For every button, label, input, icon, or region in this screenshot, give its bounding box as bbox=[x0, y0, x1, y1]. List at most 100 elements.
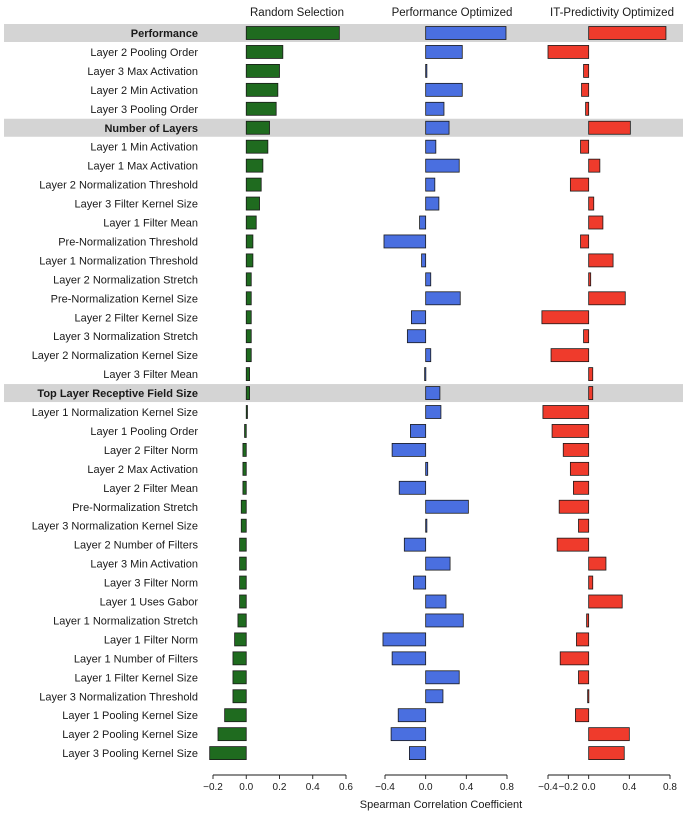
bar-performance-optimized-layer-2-normalization-kernel-size bbox=[425, 348, 432, 363]
bar-it-predictivity-optimized-layer-2-normalization-stretch bbox=[588, 272, 592, 287]
bar-performance-optimized-layer-3-filter-norm bbox=[413, 575, 427, 590]
bar-performance-optimized-layer-3-max-activation bbox=[425, 64, 428, 78]
bar-it-predictivity-optimized-layer-3-pooling-order bbox=[585, 101, 590, 116]
bar-it-predictivity-optimized-layer-1-number-of-filters bbox=[559, 651, 590, 666]
bar-performance-optimized-layer-1-normalization-kernel-size bbox=[425, 405, 442, 419]
bar-it-predictivity-optimized-layer-1-max-activation bbox=[588, 158, 601, 173]
bar-performance-optimized-top-layer-receptive-field-size bbox=[425, 386, 441, 400]
bar-performance-optimized-layer-1-normalization-stretch bbox=[425, 613, 464, 628]
bar-it-predictivity-optimized-layer-3-filter-mean bbox=[588, 367, 594, 382]
bar-performance-optimized-number-of-layers bbox=[425, 120, 450, 135]
x-tick-label-it-predictivity-optimized-2: 0.0 bbox=[582, 782, 596, 793]
row-label-layer-2-max-activation: Layer 2 Max Activation bbox=[87, 464, 198, 476]
bar-it-predictivity-optimized-layer-1-pooling-kernel-size bbox=[575, 708, 590, 723]
row-label-layer-2-normalization-stretch: Layer 2 Normalization Stretch bbox=[53, 274, 198, 286]
bar-performance-optimized-layer-3-min-activation bbox=[425, 556, 451, 571]
bar-performance-optimized-layer-1-pooling-kernel-size bbox=[397, 708, 427, 723]
bar-it-predictivity-optimized-layer-3-normalization-kernel-size bbox=[578, 518, 590, 533]
bar-random-selection-layer-3-filter-kernel-size bbox=[245, 196, 260, 211]
row-label-layer-3-pooling-order: Layer 3 Pooling Order bbox=[90, 104, 198, 116]
bar-random-selection-layer-2-max-activation bbox=[242, 461, 247, 476]
panel-title-random-selection: Random Selection bbox=[250, 7, 344, 19]
bar-it-predictivity-optimized-pre-normalization-threshold bbox=[580, 234, 590, 249]
row-label-layer-1-number-of-filters: Layer 1 Number of Filters bbox=[74, 653, 199, 665]
bar-performance-optimized-layer-3-normalization-threshold bbox=[425, 689, 444, 704]
row-label-layer-2-normalization-kernel-size: Layer 2 Normalization Kernel Size bbox=[32, 350, 198, 362]
bar-random-selection-layer-3-min-activation bbox=[239, 556, 247, 571]
bar-performance-optimized-layer-2-normalization-threshold bbox=[425, 177, 436, 192]
bar-random-selection-layer-1-pooling-order bbox=[244, 424, 247, 438]
bar-performance-optimized-layer-2-min-activation bbox=[425, 82, 463, 97]
x-tick-label-random-selection-0: −0.2 bbox=[203, 782, 223, 793]
bar-performance-optimized-layer-3-pooling-order bbox=[425, 101, 445, 116]
bar-performance-optimized-performance bbox=[425, 26, 507, 40]
bar-it-predictivity-optimized-layer-3-normalization-stretch bbox=[583, 329, 590, 344]
bar-it-predictivity-optimized-layer-2-filter-norm bbox=[562, 442, 590, 457]
bar-it-predictivity-optimized-performance bbox=[588, 26, 667, 40]
row-label-layer-3-max-activation: Layer 3 Max Activation bbox=[87, 66, 198, 78]
bar-random-selection-layer-3-normalization-threshold bbox=[232, 689, 247, 704]
bar-performance-optimized-pre-normalization-kernel-size bbox=[425, 291, 461, 306]
row-label-layer-1-pooling-order: Layer 1 Pooling Order bbox=[90, 426, 198, 438]
row-label-layer-1-uses-gabor: Layer 1 Uses Gabor bbox=[100, 597, 199, 609]
bar-random-selection-layer-2-normalization-kernel-size bbox=[245, 348, 252, 363]
row-label-layer-3-filter-mean: Layer 3 Filter Mean bbox=[103, 369, 198, 381]
bar-performance-optimized-layer-1-filter-norm bbox=[382, 632, 427, 647]
bar-random-selection-layer-1-min-activation bbox=[245, 139, 269, 154]
bar-random-selection-layer-2-normalization-stretch bbox=[245, 272, 252, 287]
bar-random-selection-number-of-layers bbox=[245, 120, 270, 135]
bar-it-predictivity-optimized-layer-1-filter-mean bbox=[588, 215, 604, 230]
bar-performance-optimized-layer-2-filter-mean bbox=[398, 480, 427, 495]
bar-random-selection-layer-3-max-activation bbox=[245, 64, 280, 78]
bar-it-predictivity-optimized-layer-1-normalization-kernel-size bbox=[542, 405, 590, 419]
bar-it-predictivity-optimized-layer-3-min-activation bbox=[588, 556, 607, 571]
bar-it-predictivity-optimized-layer-2-pooling-order bbox=[547, 45, 590, 59]
bar-it-predictivity-optimized-layer-1-filter-kernel-size bbox=[578, 670, 590, 685]
panel-title-it-predictivity-optimized: IT-Predictivity Optimized bbox=[550, 7, 674, 19]
x-tick-label-random-selection-4: 0.6 bbox=[339, 782, 353, 793]
bar-random-selection-top-layer-receptive-field-size bbox=[245, 386, 250, 400]
bar-random-selection-layer-2-number-of-filters bbox=[239, 537, 247, 552]
bar-random-selection-pre-normalization-threshold bbox=[245, 234, 254, 249]
bar-performance-optimized-layer-2-pooling-kernel-size bbox=[390, 727, 427, 742]
bar-performance-optimized-layer-2-number-of-filters bbox=[403, 537, 427, 552]
bar-it-predictivity-optimized-layer-3-filter-norm bbox=[588, 575, 594, 590]
row-label-layer-3-min-activation: Layer 3 Min Activation bbox=[90, 559, 198, 571]
row-label-layer-2-pooling-order: Layer 2 Pooling Order bbox=[90, 47, 198, 59]
bar-it-predictivity-optimized-layer-2-normalization-threshold bbox=[569, 177, 590, 192]
bar-random-selection-layer-3-normalization-kernel-size bbox=[240, 518, 247, 533]
x-tick-label-performance-optimized-3: 0.8 bbox=[500, 782, 514, 793]
row-label-layer-3-normalization-stretch: Layer 3 Normalization Stretch bbox=[53, 331, 198, 343]
bar-performance-optimized-layer-1-pooling-order bbox=[410, 424, 427, 438]
row-label-layer-1-normalization-threshold: Layer 1 Normalization Threshold bbox=[39, 255, 198, 267]
bar-random-selection-layer-1-normalization-stretch bbox=[237, 613, 247, 628]
row-label-pre-normalization-threshold: Pre-Normalization Threshold bbox=[58, 236, 198, 248]
bar-performance-optimized-layer-2-max-activation bbox=[425, 461, 429, 476]
bar-it-predictivity-optimized-layer-1-pooling-order bbox=[551, 424, 590, 438]
row-label-layer-1-normalization-kernel-size: Layer 1 Normalization Kernel Size bbox=[32, 407, 198, 419]
bar-performance-optimized-pre-normalization-threshold bbox=[383, 234, 427, 249]
row-label-layer-3-normalization-kernel-size: Layer 3 Normalization Kernel Size bbox=[32, 521, 198, 533]
bar-performance-optimized-layer-1-filter-mean bbox=[419, 215, 427, 230]
bar-random-selection-pre-normalization-kernel-size bbox=[245, 291, 252, 306]
bar-random-selection-layer-1-filter-kernel-size bbox=[232, 670, 247, 685]
bar-it-predictivity-optimized-layer-3-pooling-kernel-size bbox=[588, 746, 625, 760]
bar-performance-optimized-layer-2-filter-kernel-size bbox=[411, 310, 427, 325]
bar-random-selection-pre-normalization-stretch bbox=[240, 499, 247, 514]
bar-it-predictivity-optimized-layer-2-filter-kernel-size bbox=[541, 310, 590, 325]
bar-random-selection-layer-1-filter-mean bbox=[245, 215, 257, 230]
bar-it-predictivity-optimized-layer-2-normalization-kernel-size bbox=[550, 348, 590, 363]
bar-it-predictivity-optimized-number-of-layers bbox=[588, 120, 631, 135]
bar-random-selection-layer-2-normalization-threshold bbox=[245, 177, 262, 192]
panel-random-selection: Random Selection −0.2 0.0 0.2 0.4 0.6 bbox=[203, 7, 353, 793]
row-label-pre-normalization-stretch: Pre-Normalization Stretch bbox=[72, 502, 198, 514]
bar-it-predictivity-optimized-layer-2-min-activation bbox=[581, 82, 590, 97]
bar-performance-optimized-layer-2-filter-norm bbox=[391, 442, 427, 457]
row-label-layer-1-filter-norm: Layer 1 Filter Norm bbox=[104, 634, 198, 646]
bar-it-predictivity-optimized-layer-1-normalization-threshold bbox=[588, 253, 614, 268]
bar-it-predictivity-optimized-layer-2-pooling-kernel-size bbox=[588, 727, 630, 742]
bar-performance-optimized-pre-normalization-stretch bbox=[425, 499, 469, 514]
bar-it-predictivity-optimized-layer-3-normalization-threshold bbox=[587, 689, 590, 704]
bar-random-selection-layer-3-filter-mean bbox=[245, 367, 250, 382]
